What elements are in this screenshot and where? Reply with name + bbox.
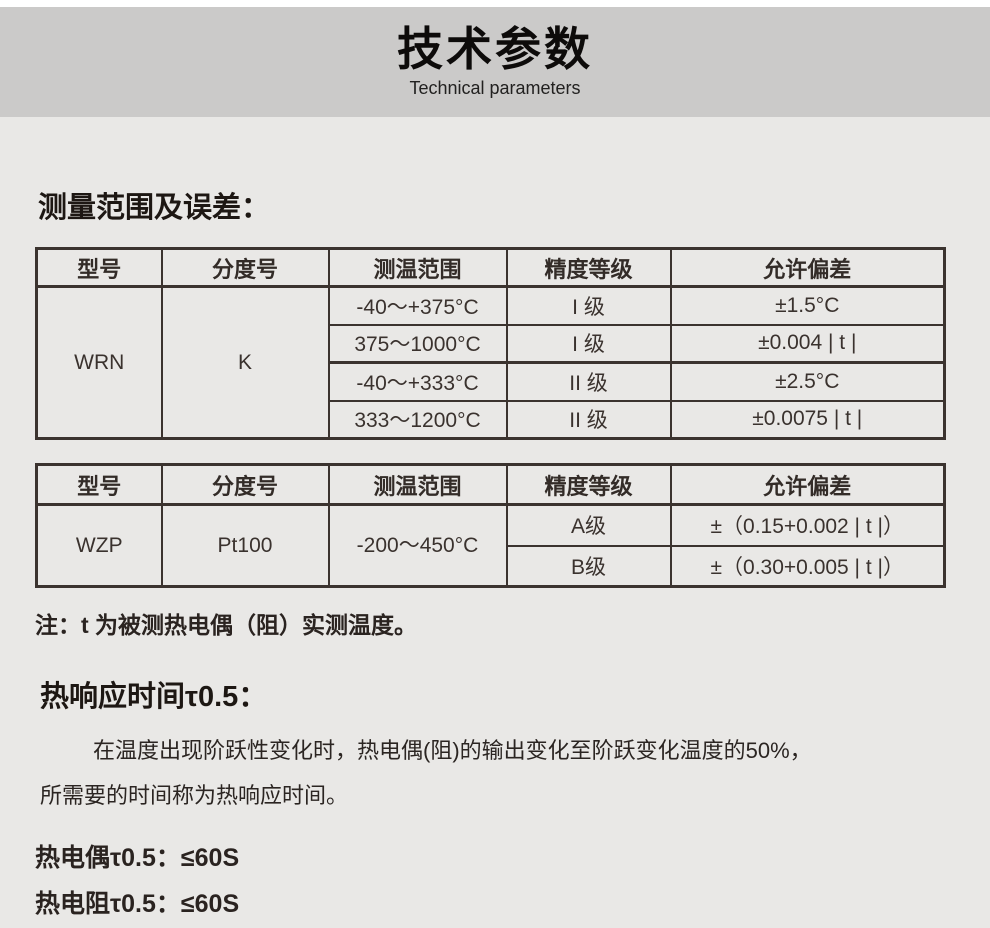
graduation-cell: Pt100 bbox=[160, 503, 330, 588]
grade-cell: I 级 bbox=[505, 285, 672, 326]
deviation-cell: ±（0.15+0.002 | t |） bbox=[669, 503, 946, 547]
page-title: 技术参数 bbox=[397, 23, 593, 75]
graduation-cell: K bbox=[160, 285, 330, 440]
paragraph-line: 在温度出现阶跃性变化时，热电偶(阻)的输出变化至阶跃变化温度的50%， bbox=[93, 738, 812, 763]
deviation-cell: ±0.0075 | t | bbox=[669, 399, 946, 440]
response-paragraph: 在温度出现阶跃性变化时，热电偶(阻)的输出变化至阶跃变化温度的50%， 所需要的… bbox=[35, 728, 950, 818]
deviation-cell: ±2.5°C bbox=[669, 361, 946, 402]
table-row: -40～+333°C II 级 ±2.5°C bbox=[37, 361, 946, 402]
col-header-model: 型号 bbox=[35, 247, 163, 288]
deviation-cell: ±0.004 | t | bbox=[669, 323, 946, 364]
rtd-spec-table: 型号 分度号 测温范围 精度等级 允许偏差 WZP Pt100 -200～450… bbox=[35, 463, 946, 588]
response-times: 热电偶τ0.5：≤60S 热电阻τ0.5：≤60S bbox=[35, 835, 950, 927]
table-row: B级 ±（0.30+0.005 | t |） bbox=[37, 544, 946, 588]
range-cell: -200～450°C bbox=[327, 503, 508, 588]
col-header-range: 测温范围 bbox=[327, 463, 508, 506]
grade-cell: A级 bbox=[505, 503, 672, 547]
range-cell: 375～1000°C bbox=[327, 323, 508, 364]
col-header-deviation: 允许偏差 bbox=[669, 247, 946, 288]
col-header-model: 型号 bbox=[35, 463, 163, 506]
deviation-cell: ±1.5°C bbox=[669, 285, 946, 326]
grade-cell: II 级 bbox=[505, 361, 672, 402]
grade-cell: I 级 bbox=[505, 323, 672, 364]
table-row: WRN K -40～+375°C I 级 ±1.5°C bbox=[35, 285, 946, 440]
table-note: 注：t 为被测热电偶（阻）实测温度。 bbox=[35, 612, 418, 638]
table-header-row: 型号 分度号 测温范围 精度等级 允许偏差 bbox=[35, 463, 946, 506]
table-header-row: 型号 分度号 测温范围 精度等级 允许偏差 bbox=[35, 247, 946, 288]
thermocouple-response-time: 热电偶τ0.5：≤60S bbox=[35, 844, 240, 872]
range-cell: -40～+333°C bbox=[327, 361, 508, 402]
range-cell: -40～+375°C bbox=[327, 285, 508, 326]
col-header-range: 测温范围 bbox=[327, 247, 508, 288]
top-white-strip bbox=[0, 0, 990, 7]
measurement-section-heading: 测量范围及误差： bbox=[38, 192, 271, 224]
col-header-grade: 精度等级 bbox=[505, 463, 672, 506]
col-header-grade: 精度等级 bbox=[505, 247, 672, 288]
rtd-response-time: 热电阻τ0.5：≤60S bbox=[35, 890, 240, 918]
model-cell: WRN bbox=[35, 285, 163, 440]
content-area: 测量范围及误差： 型号 分度号 测温范围 精度等级 允许偏差 WRN K -40… bbox=[0, 193, 990, 927]
page-subtitle: Technical parameters bbox=[409, 78, 581, 98]
response-section-heading: 热响应时间τ0.5： bbox=[40, 681, 268, 713]
col-header-deviation: 允许偏差 bbox=[669, 463, 946, 506]
table-row: 333～1200°C II 级 ±0.0075 | t | bbox=[37, 399, 946, 440]
deviation-cell: ±（0.30+0.005 | t |） bbox=[669, 544, 946, 588]
col-header-graduation: 分度号 bbox=[160, 463, 330, 506]
table-row: WZP Pt100 -200～450°C A级 ±（0.15+0.002 | t… bbox=[35, 503, 946, 588]
col-header-graduation: 分度号 bbox=[160, 247, 330, 288]
range-cell: 333～1200°C bbox=[327, 399, 508, 440]
header-banner: 技术参数 Technical parameters bbox=[0, 7, 990, 117]
thermocouple-spec-table: 型号 分度号 测温范围 精度等级 允许偏差 WRN K -40～+375°C I… bbox=[35, 247, 946, 440]
grade-cell: II 级 bbox=[505, 399, 672, 440]
model-cell: WZP bbox=[35, 503, 163, 588]
paragraph-line: 所需要的时间称为热响应时间。 bbox=[40, 783, 349, 808]
grade-cell: B级 bbox=[505, 544, 672, 588]
table-row: 375～1000°C I 级 ±0.004 | t | bbox=[37, 323, 946, 364]
